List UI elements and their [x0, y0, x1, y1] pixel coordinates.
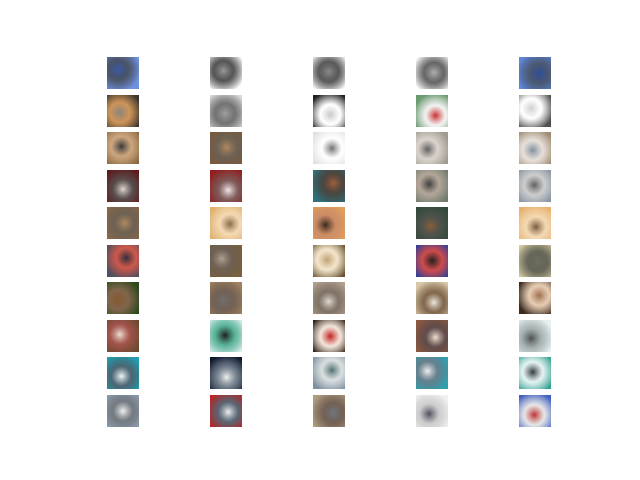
generated-image [519, 320, 551, 352]
generated-image [210, 95, 242, 127]
generated-image [210, 357, 242, 389]
image-grid [107, 57, 551, 427]
generated-image [107, 245, 139, 277]
generated-image [210, 170, 242, 202]
generated-image [107, 57, 139, 89]
generated-image [210, 395, 242, 427]
generated-image [210, 320, 242, 352]
generated-image [107, 282, 139, 314]
generated-image [519, 245, 551, 277]
generated-image [107, 95, 139, 127]
generated-image [313, 95, 345, 127]
generated-image [107, 207, 139, 239]
generated-image [519, 57, 551, 89]
generated-image [210, 207, 242, 239]
generated-image [313, 395, 345, 427]
generated-image [107, 320, 139, 352]
generated-image [416, 170, 448, 202]
generated-image [313, 245, 345, 277]
generated-image [416, 320, 448, 352]
generated-image [107, 357, 139, 389]
generated-image [416, 95, 448, 127]
generated-image [519, 357, 551, 389]
generated-image [519, 95, 551, 127]
generated-image [210, 282, 242, 314]
generated-image [519, 282, 551, 314]
generated-image [519, 132, 551, 164]
generated-image [313, 320, 345, 352]
generated-image [313, 132, 345, 164]
generated-image [519, 170, 551, 202]
generated-image [416, 282, 448, 314]
generated-image [107, 395, 139, 427]
generated-image [416, 245, 448, 277]
generated-image [107, 170, 139, 202]
generated-image [210, 57, 242, 89]
generated-image [210, 245, 242, 277]
generated-image [313, 207, 345, 239]
generated-image [416, 57, 448, 89]
generated-image [416, 395, 448, 427]
generated-image [519, 395, 551, 427]
generated-image [210, 132, 242, 164]
generated-image [313, 170, 345, 202]
generated-image [416, 207, 448, 239]
generated-image [313, 57, 345, 89]
generated-image [519, 207, 551, 239]
generated-image [313, 357, 345, 389]
generated-image [416, 357, 448, 389]
generated-image [107, 132, 139, 164]
generated-image [313, 282, 345, 314]
generated-image [416, 132, 448, 164]
